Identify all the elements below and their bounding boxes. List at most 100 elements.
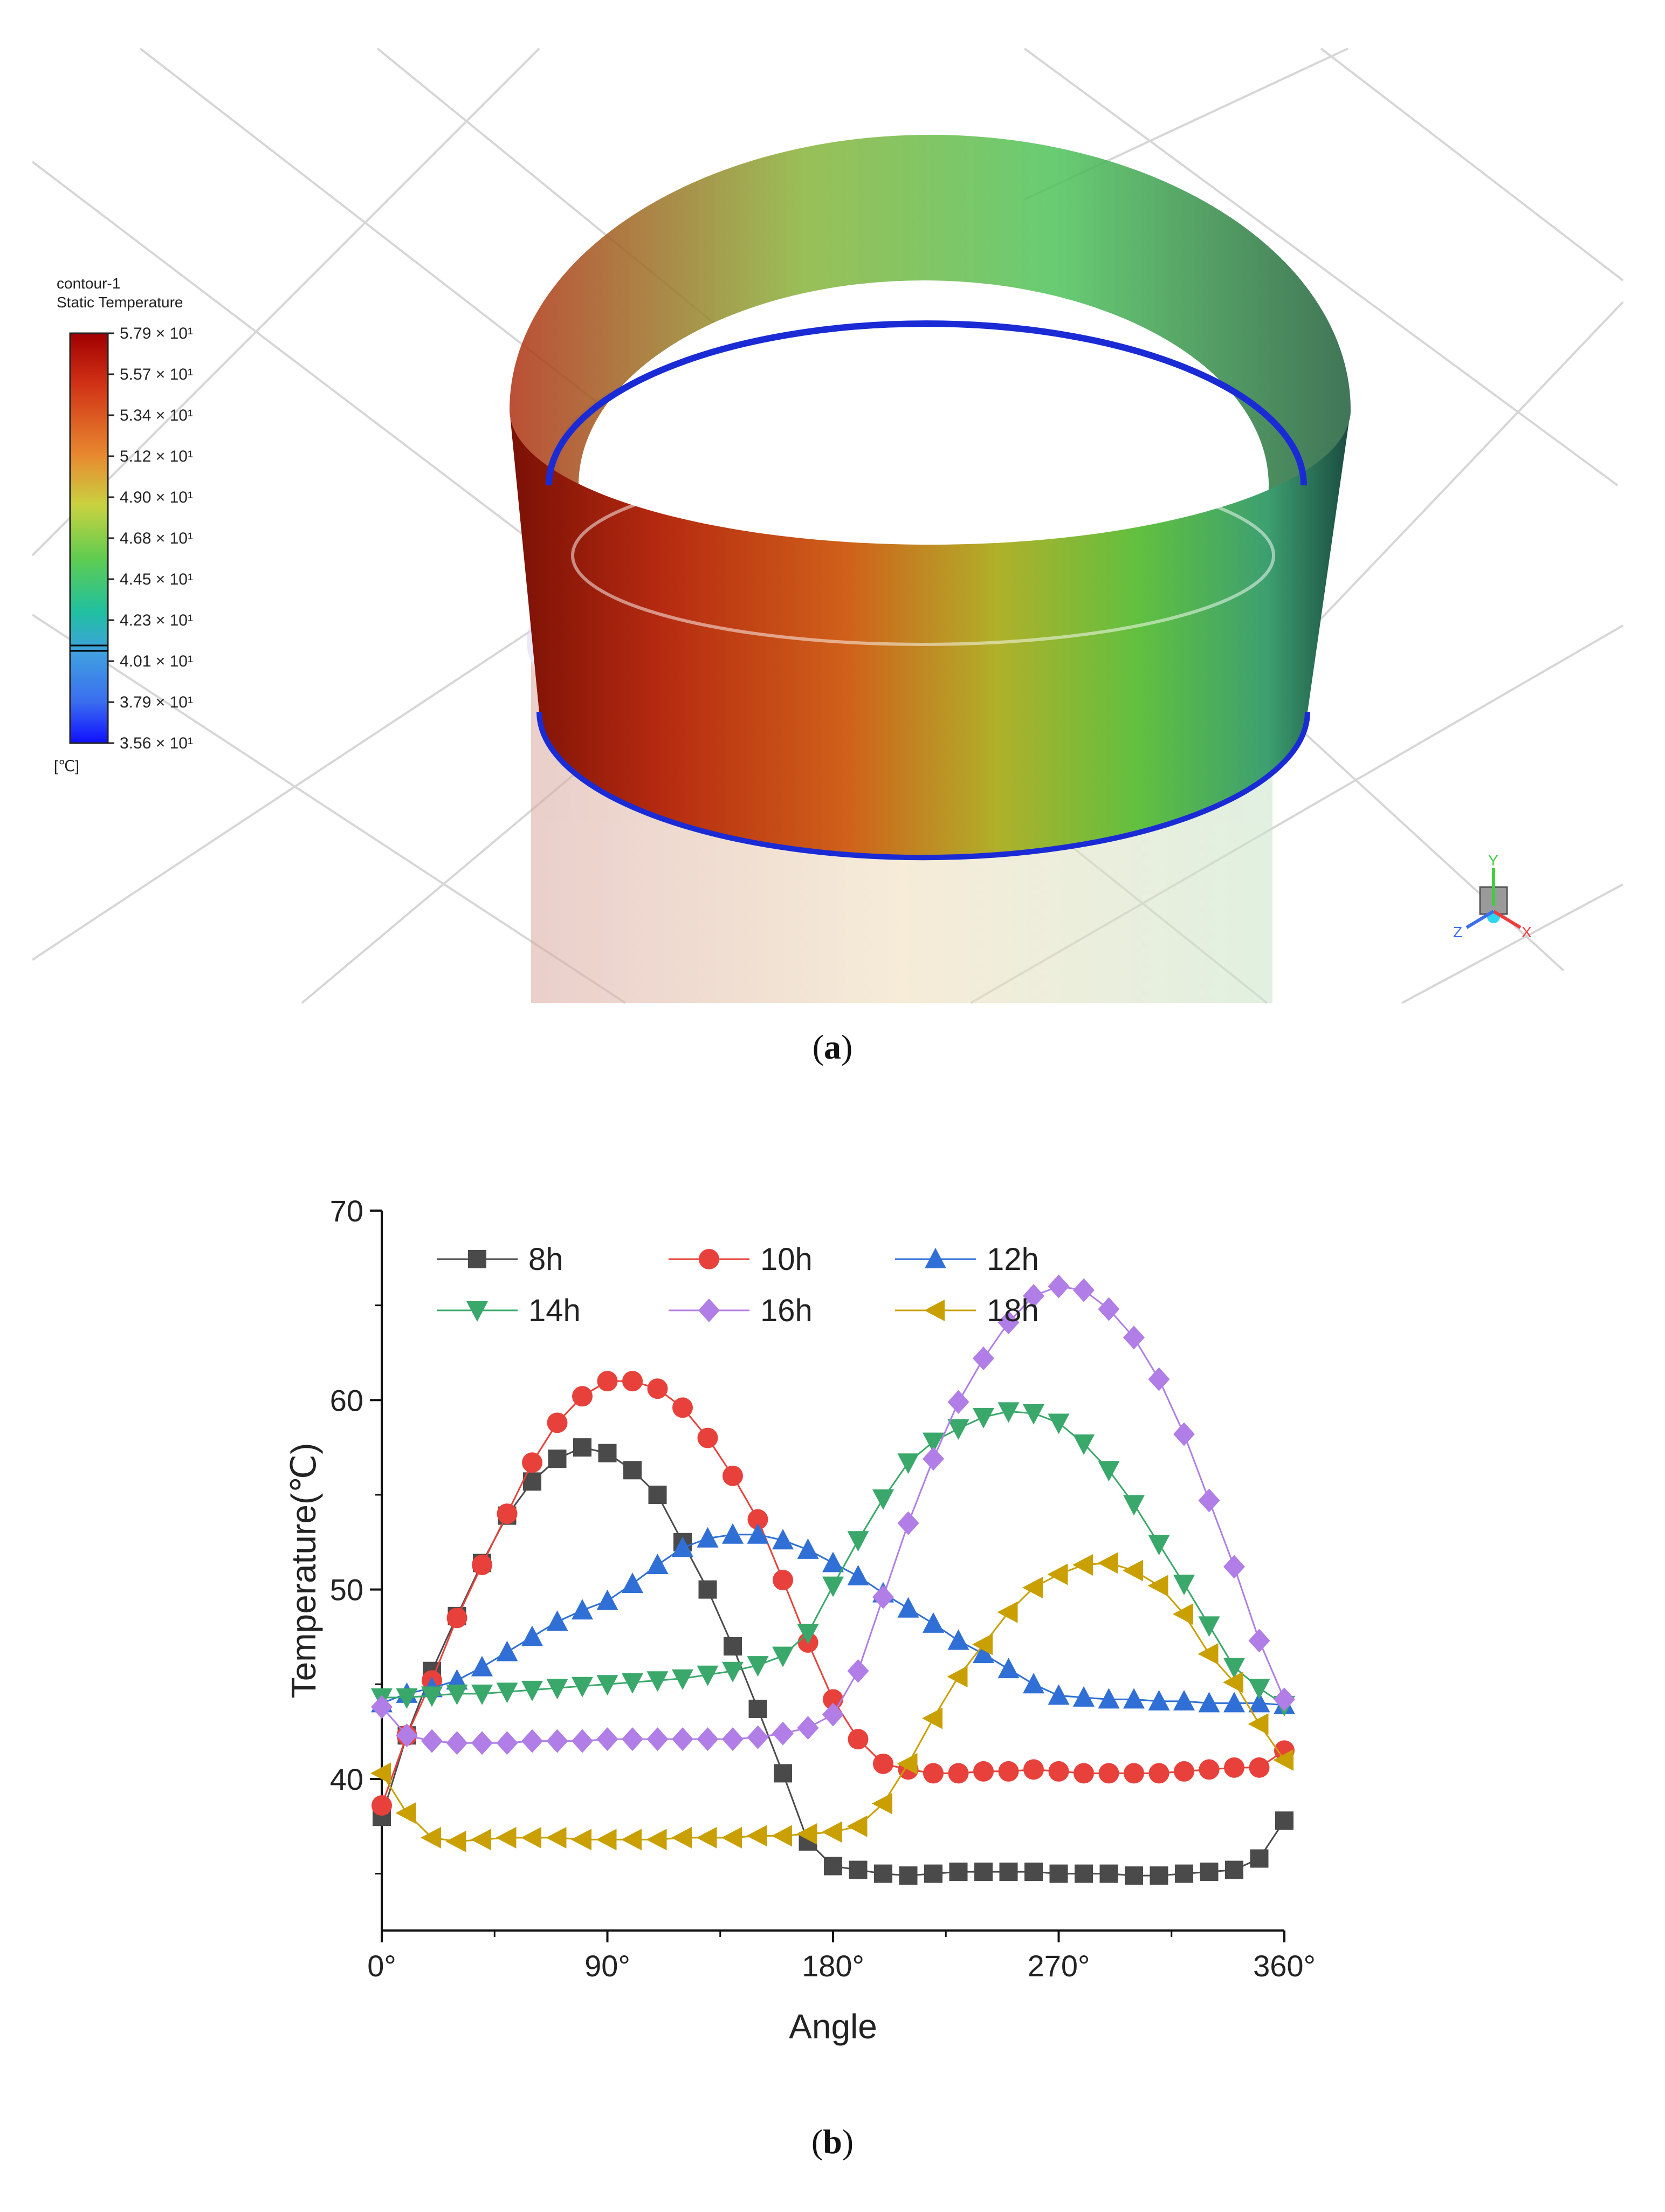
data-point-16h xyxy=(672,1727,693,1751)
data-point-18h xyxy=(1173,1603,1193,1625)
data-point-16h xyxy=(1048,1274,1070,1299)
data-point-14h xyxy=(421,1686,443,1707)
data-point-8h xyxy=(1275,1811,1294,1830)
data-point-12h xyxy=(847,1565,869,1586)
legend-tick-label: 3.79 × 10¹ xyxy=(120,693,193,711)
legend-tick-label: 5.79 × 10¹ xyxy=(120,325,193,342)
color-legend: contour-1 Static Temperature 5.79 × 10¹ 5… xyxy=(54,275,193,774)
data-point-8h xyxy=(1250,1849,1269,1868)
x-tick-label: 0° xyxy=(367,1949,396,1983)
data-point-16h xyxy=(471,1731,493,1755)
legend-tick-label: 3.56 × 10¹ xyxy=(120,734,193,752)
data-point-14h xyxy=(572,1677,593,1698)
data-point-10h xyxy=(848,1729,869,1750)
legend-marker xyxy=(466,1301,488,1322)
data-point-12h xyxy=(897,1597,919,1618)
data-point-8h xyxy=(1049,1864,1068,1883)
data-point-16h xyxy=(1148,1367,1170,1391)
data-point-18h xyxy=(997,1601,1018,1623)
data-point-12h xyxy=(1048,1684,1070,1705)
legend-label: 16h xyxy=(760,1293,813,1328)
data-point-12h xyxy=(1198,1692,1220,1713)
legend-item-8h: 8h xyxy=(437,1242,563,1277)
line-chart-panel: 40 50 60 70 0° 90° 180° 270° 360° Angle Temperatur… xyxy=(0,1132,1665,2092)
data-point-16h xyxy=(897,1511,919,1535)
data-point-14h xyxy=(1048,1413,1070,1434)
data-point-14h xyxy=(672,1669,693,1690)
data-point-14h xyxy=(973,1407,994,1428)
data-point-16h xyxy=(1198,1488,1220,1513)
data-point-18h xyxy=(772,1825,792,1847)
data-point-10h xyxy=(1174,1761,1194,1782)
data-point-10h xyxy=(1074,1763,1094,1784)
data-point-12h xyxy=(596,1589,618,1610)
legend-marker xyxy=(698,1299,720,1322)
data-point-18h xyxy=(1198,1643,1219,1665)
legend-title-1: contour-1 xyxy=(57,275,120,292)
data-point-8h xyxy=(748,1699,767,1718)
data-point-10h xyxy=(1098,1763,1119,1784)
data-point-10h xyxy=(647,1378,668,1399)
data-point-12h xyxy=(1248,1692,1270,1713)
caption-a: (a) xyxy=(812,1028,853,1066)
data-point-10h xyxy=(1199,1759,1220,1780)
data-point-16h xyxy=(847,1659,869,1683)
data-point-18h xyxy=(897,1753,918,1775)
data-point-16h xyxy=(772,1721,794,1746)
data-point-16h xyxy=(572,1729,593,1753)
data-point-16h xyxy=(446,1731,468,1755)
data-point-10h xyxy=(597,1371,618,1392)
legend-tick-label: 4.23 × 10¹ xyxy=(120,612,193,629)
axis-y-label: Y xyxy=(1488,852,1498,869)
axis-triad: Y X Z xyxy=(1453,852,1532,940)
data-point-18h xyxy=(696,1826,717,1849)
data-point-10h xyxy=(1124,1763,1144,1784)
data-point-14h xyxy=(947,1419,969,1440)
data-point-10h xyxy=(572,1386,593,1407)
data-point-14h xyxy=(847,1531,869,1552)
data-point-8h xyxy=(724,1637,742,1656)
y-tick-label: 50 xyxy=(330,1573,363,1607)
data-point-18h xyxy=(471,1829,491,1851)
x-tick-label: 90° xyxy=(584,1949,630,1983)
data-point-8h xyxy=(698,1580,717,1599)
data-point-10h xyxy=(547,1412,568,1433)
series-14h xyxy=(371,1402,1295,1716)
data-point-12h xyxy=(797,1538,819,1559)
x-tick-label: 180° xyxy=(802,1949,864,1983)
data-point-8h xyxy=(1200,1863,1219,1881)
data-point-12h xyxy=(496,1640,518,1661)
x-axis-label: Angle xyxy=(789,2007,877,2046)
data-point-12h xyxy=(1148,1689,1170,1710)
data-point-16h xyxy=(997,1310,1020,1335)
legend-tick-label: 5.57 × 10¹ xyxy=(120,366,193,383)
data-point-8h xyxy=(1024,1863,1043,1881)
data-point-10h xyxy=(497,1503,518,1524)
y-axis-label: Temperature(℃) xyxy=(284,1443,323,1699)
data-point-12h xyxy=(572,1599,593,1620)
data-point-18h xyxy=(1123,1560,1143,1582)
data-point-14h xyxy=(1148,1535,1170,1556)
data-point-16h xyxy=(923,1447,944,1471)
data-point-14h xyxy=(496,1682,518,1703)
contour-panel: Y X Z contour-1 Static Temperature 5.79 … xyxy=(0,0,1665,1025)
data-point-18h xyxy=(671,1826,692,1849)
data-point-16h xyxy=(797,1716,819,1740)
data-point-16h xyxy=(872,1585,894,1609)
series-16h xyxy=(371,1274,1295,1755)
data-point-10h xyxy=(522,1452,542,1473)
data-point-14h xyxy=(747,1656,769,1677)
data-point-12h xyxy=(722,1523,744,1544)
data-point-8h xyxy=(598,1444,617,1462)
data-point-12h xyxy=(1123,1688,1145,1709)
data-point-16h xyxy=(1223,1555,1245,1579)
legend-unit: [℃] xyxy=(54,758,79,774)
data-point-18h xyxy=(596,1829,617,1851)
legend-tick-label: 5.34 × 10¹ xyxy=(120,407,193,424)
data-point-14h xyxy=(546,1679,568,1700)
data-point-8h xyxy=(874,1864,892,1883)
legend-label: 10h xyxy=(760,1242,813,1277)
data-point-8h xyxy=(1150,1866,1168,1885)
legend-marker xyxy=(699,1249,719,1269)
legend-title-2: Static Temperature xyxy=(57,294,183,311)
